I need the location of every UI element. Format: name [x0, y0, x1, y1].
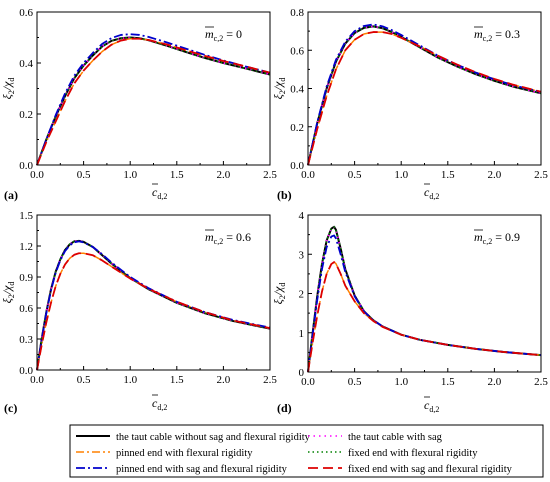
- y-tick-label: 0.4: [290, 84, 304, 96]
- x-tick-label: 0.5: [348, 169, 362, 181]
- y-tick-label: 0.9: [19, 272, 33, 284]
- legend-box: [69, 424, 544, 478]
- x-tick-label: 2.0: [217, 169, 231, 181]
- y-tick-label: 1.5: [19, 210, 33, 222]
- y-tick-label: 0.2: [19, 109, 33, 121]
- y-tick-label: 4: [299, 210, 305, 222]
- panel-label: (a): [4, 188, 18, 202]
- x-tick-label: 0.5: [348, 376, 362, 388]
- series-line-s4: [307, 225, 542, 373]
- x-tick-label: 1.5: [170, 374, 184, 386]
- y-tick-label: 0.0: [19, 365, 33, 377]
- series-line-s6: [36, 252, 271, 371]
- y-axis-label: ξ2/χd: [0, 282, 16, 304]
- panel-1: 0.0 0.5 1.0 1.5 2.0 2.5 0.0 0.2 0.4 0.6 (a) cd,2 ξ2/…: [0, 7, 277, 202]
- legend-label-s6: fixed end with sag and flexural rigidity: [348, 464, 513, 475]
- x-tick-label: 1.0: [123, 374, 137, 386]
- x-tick-label: 1.0: [394, 376, 408, 388]
- panel-2: 0.0 0.5 1.0 1.5 2.0 2.5 0.0 0.2 0.4 0.6 0.8 (b) cd,2…: [271, 7, 548, 202]
- x-tick-label: 1.0: [394, 169, 408, 181]
- legend-label-s3: pinned end with flexural rigidity: [116, 448, 253, 459]
- series-line-s5: [36, 33, 271, 166]
- y-tick-label: 0: [299, 367, 305, 379]
- y-tick-label: 3: [299, 249, 305, 261]
- x-tick-label: 1.5: [441, 169, 455, 181]
- series-line-s6: [307, 261, 542, 373]
- x-tick-label: 1.0: [123, 169, 137, 181]
- x-tick-label: 0.5: [77, 374, 91, 386]
- series-line-s2: [307, 225, 542, 373]
- y-tick-label: 1.2: [19, 241, 33, 253]
- y-axis-label: ξ2/χd: [0, 78, 16, 100]
- x-axis-label: cd,2: [152, 396, 167, 412]
- series-line-s3: [307, 261, 542, 373]
- x-tick-label: 2.0: [217, 374, 231, 386]
- x-tick-label: 0.0: [301, 376, 315, 388]
- y-tick-label: 0.6: [19, 7, 33, 19]
- legend-label-s4: fixed end with flexural rigidity: [348, 448, 478, 459]
- x-tick-label: 2.5: [534, 169, 548, 181]
- y-tick-label: 1: [299, 328, 305, 340]
- series-line-s1: [307, 225, 542, 373]
- series-line-s6: [307, 31, 542, 166]
- panel-4: 0.0 0.5 1.0 1.5 2.0 2.5 0 1 2 3 4 (d) cd,2 ξ2/χd mc,2 …: [271, 210, 548, 415]
- y-axis-label: ξ2/χd: [271, 78, 287, 100]
- y-tick-label: 0.4: [19, 58, 33, 70]
- series-line-s4: [307, 25, 542, 166]
- series-line-s6: [36, 37, 271, 166]
- legend-label-s5: pinned end with sag and flexural rigidit…: [116, 464, 288, 475]
- series-line-s5: [307, 23, 542, 166]
- x-tick-label: 0.0: [30, 374, 44, 386]
- panel-label: (d): [277, 401, 292, 415]
- y-axis-label: ξ2/χd: [271, 283, 287, 305]
- x-axis-label: cd,2: [152, 185, 167, 201]
- series-line-s3: [36, 38, 271, 166]
- x-tick-label: 0.0: [30, 169, 44, 181]
- series-line-s3: [36, 252, 271, 371]
- series-line-s4: [36, 36, 271, 166]
- x-tick-label: 2.5: [534, 376, 548, 388]
- y-tick-label: 0.6: [290, 45, 304, 57]
- x-tick-label: 0.5: [77, 169, 91, 181]
- legend-label-s2: the taut cable with sag: [348, 432, 443, 443]
- y-tick-label: 0.3: [19, 334, 33, 346]
- panel-3: 0.0 0.5 1.0 1.5 2.0 2.5 0.0 0.3 0.6 0.9 1.2 1.5 (c) c…: [0, 210, 277, 415]
- y-tick-label: 0.6: [19, 303, 33, 315]
- x-tick-label: 0.0: [301, 169, 315, 181]
- y-tick-label: 0.8: [290, 7, 304, 19]
- mass-ratio-annotation: mc,2 = 0.9: [474, 230, 520, 246]
- x-axis-label: cd,2: [424, 398, 439, 414]
- x-tick-label: 2.5: [263, 374, 277, 386]
- x-axis-label: cd,2: [424, 185, 439, 201]
- y-tick-label: 0.2: [290, 122, 304, 134]
- x-tick-label: 2.0: [488, 169, 502, 181]
- panel-label: (b): [277, 188, 292, 202]
- x-tick-label: 2.0: [488, 376, 502, 388]
- x-tick-label: 1.5: [170, 169, 184, 181]
- series-line-s2: [36, 36, 271, 166]
- mass-ratio-annotation: mc,2 = 0.3: [474, 27, 520, 43]
- series-line-s1: [36, 36, 271, 166]
- panel-label: (c): [4, 401, 17, 415]
- series-line-s2: [36, 240, 271, 371]
- y-tick-label: 2: [299, 289, 305, 301]
- legend: the taut cable without sag and flexural …: [69, 424, 544, 478]
- series-line-s4: [36, 240, 271, 371]
- y-tick-label: 0.0: [290, 160, 304, 172]
- mass-ratio-annotation: mc,2 = 0.6: [205, 230, 251, 246]
- mass-ratio-annotation: mc,2 = 0: [205, 27, 242, 43]
- series-line-s3: [307, 31, 542, 166]
- x-tick-label: 2.5: [263, 169, 277, 181]
- legend-label-s1: the taut cable without sag and flexural …: [116, 432, 311, 443]
- series-line-s5: [36, 240, 271, 371]
- series-line-s1: [36, 239, 271, 371]
- y-tick-label: 0.0: [19, 160, 33, 172]
- x-tick-label: 1.5: [441, 376, 455, 388]
